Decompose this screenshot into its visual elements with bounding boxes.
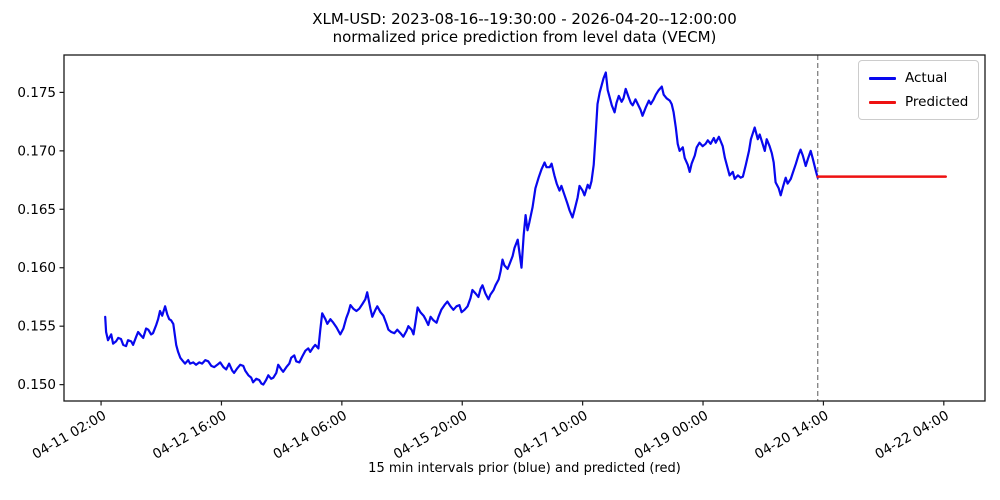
- y-tick-label: 0.155: [17, 319, 56, 335]
- x-tick-label: 04-19 00:00: [632, 408, 711, 463]
- legend-item-actual: Actual: [869, 70, 968, 86]
- x-tick-label: 04-22 04:00: [872, 408, 951, 463]
- x-axis-label: 15 min intervals prior (blue) and predic…: [368, 461, 681, 476]
- legend-label-predicted: Predicted: [905, 94, 969, 110]
- legend-item-predicted: Predicted: [869, 94, 968, 110]
- chart-title: XLM-USD: 2023-08-16--19:30:00 - 2026-04-…: [64, 10, 985, 46]
- actual-line: [104, 71, 819, 386]
- y-tick-label: 0.150: [17, 377, 56, 393]
- legend-label-actual: Actual: [905, 70, 948, 86]
- predicted-line-swatch: [869, 100, 896, 104]
- x-tick-label: 04-14 06:00: [270, 408, 349, 463]
- chart-title-line2: normalized price prediction from level d…: [332, 28, 717, 46]
- y-tick-label: 0.170: [17, 143, 56, 159]
- x-tick-label: 04-15 20:00: [391, 408, 470, 463]
- x-tick-label: 04-20 14:00: [752, 408, 831, 463]
- chart-title-line1: XLM-USD: 2023-08-16--19:30:00 - 2026-04-…: [312, 10, 737, 28]
- legend: Actual Predicted: [858, 60, 979, 120]
- y-tick-label: 0.160: [17, 260, 56, 276]
- x-tick-label: 04-12 16:00: [150, 408, 229, 463]
- x-tick-label: 04-11 02:00: [30, 408, 109, 463]
- y-tick-label: 0.175: [17, 85, 56, 101]
- x-tick-label: 04-17 10:00: [511, 408, 590, 463]
- y-tick-label: 0.165: [17, 202, 56, 218]
- actual-line-swatch: [869, 76, 896, 80]
- plot-border: [63, 54, 986, 402]
